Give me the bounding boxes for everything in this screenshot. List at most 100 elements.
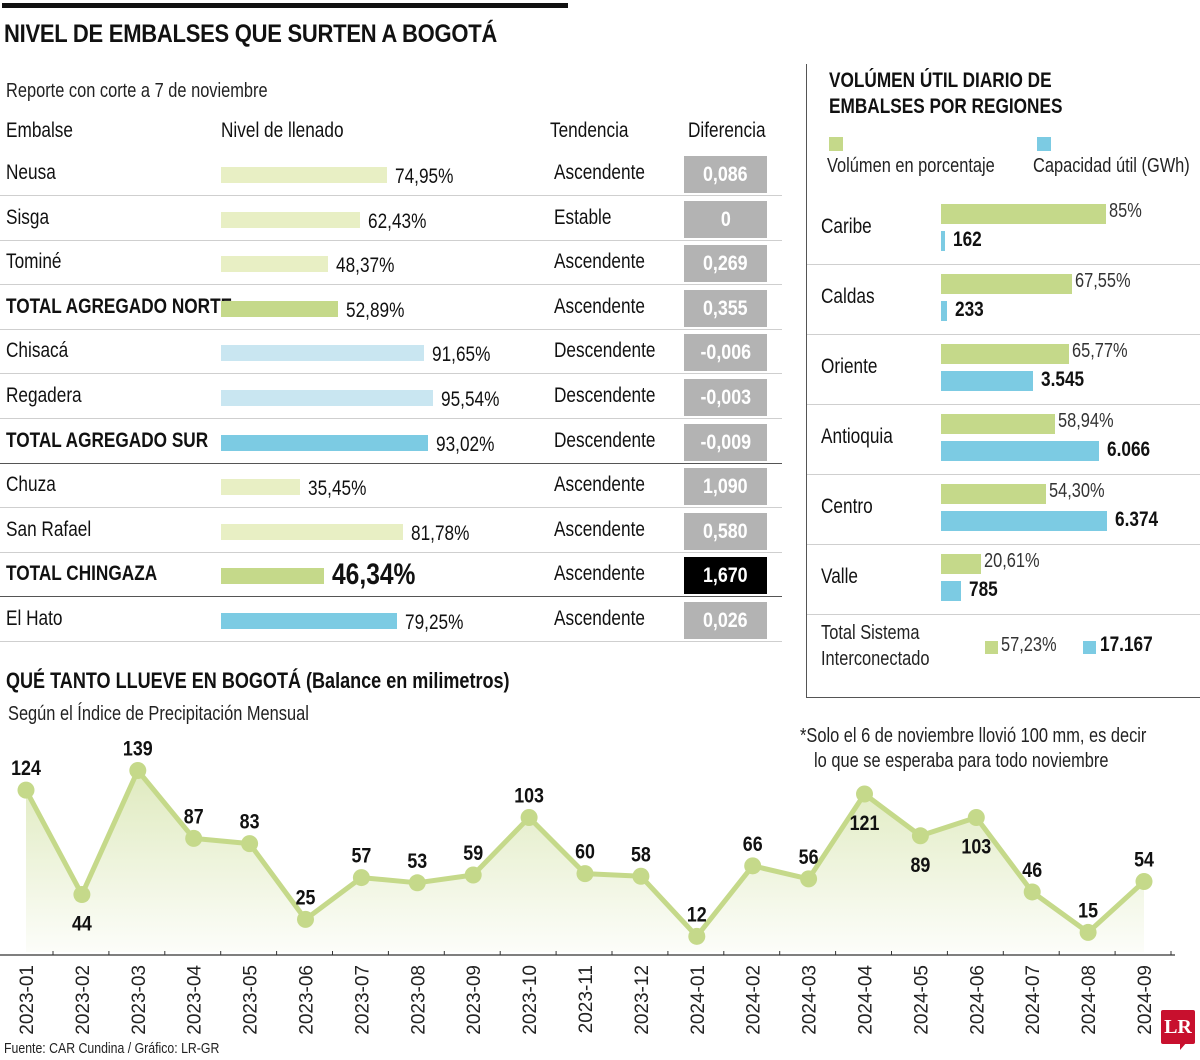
difference-badge: 0: [684, 200, 767, 238]
report-note: Reporte con corte a 7 de noviembre: [6, 80, 268, 102]
legend-pct-swatch: [829, 137, 843, 151]
level-bar: [221, 434, 428, 451]
level-value: 74,95%: [395, 165, 454, 188]
data-label: 59: [463, 842, 483, 866]
difference-badge: 0,355: [684, 289, 767, 327]
data-point: [576, 865, 594, 883]
table-row: Tominé 48,37% Ascendente 0,269: [0, 241, 782, 286]
level-value: 48,37%: [336, 254, 395, 278]
level-value: 35,45%: [307, 477, 367, 501]
trend-label: Ascendente: [554, 562, 645, 586]
capacity-bar: [941, 371, 1034, 391]
data-label: 15: [1078, 899, 1098, 923]
x-tick-label: 2023-03: [129, 965, 150, 1035]
data-point: [464, 866, 482, 884]
table-row: El Hato 79,25% Ascendente 0,026: [0, 598, 782, 642]
pct-bar: [941, 344, 1069, 364]
trend-label: Descendente: [554, 428, 656, 452]
table-row: TOTAL CHINGAZA 46,34% Ascendente 1,670: [0, 553, 782, 598]
pct-value: 54,30%: [1049, 480, 1105, 502]
title-rule: [2, 3, 568, 8]
reservoir-name: TOTAL CHINGAZA: [6, 562, 158, 586]
x-tick-label: 2023-04: [185, 965, 206, 1035]
trend-label: Ascendente: [554, 294, 645, 318]
data-label: 60: [575, 840, 595, 864]
x-tick-label: 2024-01: [688, 965, 709, 1035]
trend-label: Descendente: [554, 339, 656, 363]
data-point: [688, 927, 706, 945]
x-tick-label: 2023-12: [632, 965, 653, 1035]
difference-badge: -0,006: [684, 334, 767, 372]
x-tick-label: 2024-05: [911, 965, 932, 1035]
capacity-bar: [941, 441, 1099, 461]
difference-badge: 0,026: [684, 602, 767, 639]
capacity-value: 233: [955, 298, 984, 321]
capacity-value: 6.374: [1115, 508, 1159, 531]
level-bar: [221, 167, 388, 183]
table-row: TOTAL AGREGADO NORTE 52,89% Ascendente 0,35…: [0, 286, 782, 330]
region-row: Oriente 65,77% 3.545: [807, 335, 1200, 405]
trend-label: Estable: [554, 205, 612, 229]
x-tick-label: 2024-02: [744, 965, 765, 1035]
data-point: [911, 827, 929, 845]
level-value: 91,65%: [432, 343, 491, 367]
area-fill: [26, 770, 1144, 952]
rain-note: *Solo el 6 de noviembre llovió 100 mm, e…: [800, 725, 1147, 772]
table-row: Sisga 62,43% Estable 0: [0, 197, 782, 241]
reservoir-name: Sisga: [6, 205, 50, 229]
capacity-value: 162: [953, 228, 982, 251]
region-name: Centro: [821, 495, 873, 518]
regions-panel: VOLÚMEN ÚTIL DIARIO DE EMBALSES POR REGI…: [806, 64, 1200, 698]
header-embalse: Embalse: [6, 119, 73, 142]
data-label: 89: [910, 853, 930, 877]
data-point: [408, 874, 426, 892]
rain-subtitle: Según el Índice de Precipitación Mensual: [8, 703, 309, 725]
table-row: Chisacá 91,65% Descendente -0,006: [0, 330, 782, 375]
data-point: [520, 809, 538, 827]
data-label: 25: [296, 886, 316, 910]
level-value: 95,54%: [441, 388, 500, 411]
data-point: [17, 781, 35, 799]
data-label: 58: [631, 843, 651, 867]
data-label: 83: [240, 810, 260, 834]
difference-badge: 0,086: [684, 156, 767, 193]
x-tick-label: 2023-11: [576, 965, 597, 1033]
data-point: [632, 867, 650, 885]
difference-badge: 0,580: [684, 512, 767, 550]
level-bar: [221, 613, 397, 629]
data-label: 56: [799, 846, 819, 870]
table-row: San Rafael 81,78% Ascendente 0,580: [0, 509, 782, 553]
capacity-bar: [941, 581, 962, 601]
header-tendencia: Tendencia: [550, 119, 629, 142]
difference-badge: -0,003: [684, 379, 767, 416]
x-tick-label: 2024-09: [1135, 965, 1156, 1035]
data-point: [352, 869, 370, 887]
table-row: Neusa 74,95% Ascendente 0,086: [0, 152, 782, 196]
legend-cap-label: Capacidad útil (GWh): [1033, 155, 1190, 177]
data-point: [1079, 923, 1097, 941]
table-row: Regadera 95,54% Descendente -0,003: [0, 375, 782, 419]
region-row: Centro 54,30% 6.374: [807, 475, 1200, 545]
reservoir-name: Regadera: [6, 384, 82, 407]
trend-label: Ascendente: [554, 517, 645, 541]
pct-bar: [941, 554, 981, 574]
trend-label: Descendente: [554, 384, 656, 407]
reservoir-name: Chuza: [6, 473, 56, 497]
pct-value: 20,61%: [983, 550, 1040, 572]
data-point: [1135, 872, 1153, 890]
region-row: Antioquia 58,94% 6.066: [807, 405, 1200, 475]
capacity-bar: [941, 231, 946, 251]
x-tick-label: 2023-09: [464, 965, 485, 1035]
level-bar: [221, 211, 360, 228]
capacity-value: 785: [969, 578, 999, 601]
x-tick-label: 2024-07: [1023, 965, 1044, 1035]
data-point: [967, 809, 985, 827]
data-point: [241, 835, 259, 853]
region-name: Valle: [821, 565, 859, 588]
data-label: 53: [407, 849, 427, 873]
pct-value: 85%: [1108, 200, 1142, 222]
difference-badge: 1,670: [684, 557, 767, 595]
data-label: 44: [72, 912, 92, 936]
level-value: 46,34%: [331, 558, 416, 592]
x-tick-label: 2023-05: [241, 965, 262, 1035]
